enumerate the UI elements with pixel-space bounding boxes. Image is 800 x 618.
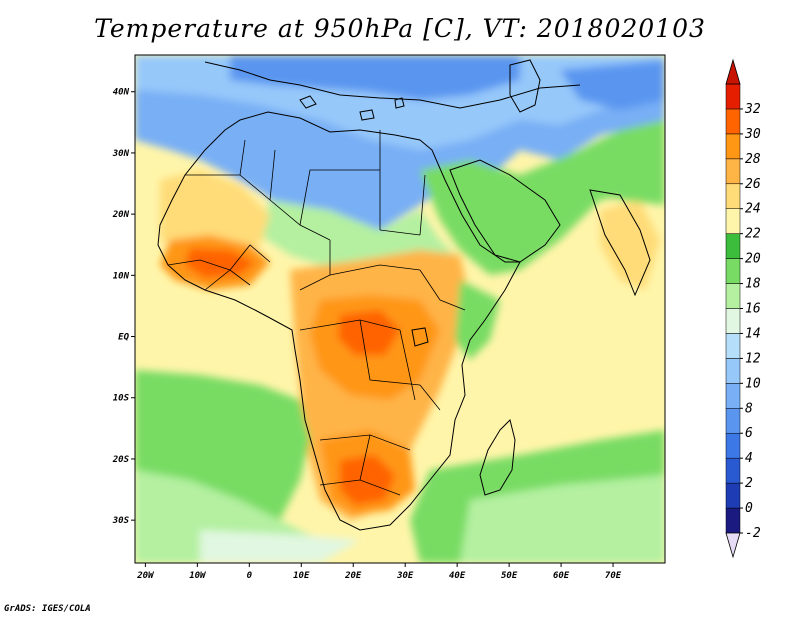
field-west-africa-orange (160, 170, 270, 260)
y-tick-label: 20S (112, 455, 130, 465)
colorbar-swatch (725, 383, 741, 409)
colorbar-swatch (725, 158, 741, 185)
colorbar-label: 22 (745, 227, 761, 242)
colorbar-swatch (725, 83, 741, 110)
x-tick-label: 50E (501, 571, 518, 581)
coastlines-borders (157, 59, 651, 531)
india-coast (589, 189, 651, 297)
field-east-africa-green (455, 280, 500, 360)
colorbar-label: 16 (745, 302, 761, 317)
africa-coastline (157, 111, 521, 531)
madagascar-coast (479, 419, 516, 496)
map-title: Temperature at 950hPa [C], VT: 201802010… (94, 14, 706, 43)
field-southern-ocean-lightgreen (460, 475, 665, 563)
x-tick-label: 10W (189, 571, 207, 581)
axis-ticks: 20W 10W 0 10E 20E 30E 40E 50E 60E 70E 40N 30N 20N 10N… (112, 88, 622, 581)
x-tick-label: 0 (247, 571, 253, 581)
x-tick-label: 20W (136, 571, 155, 581)
footer-credit: GrADS: IGES/COLA (4, 604, 91, 614)
field-tibet-blue (560, 60, 665, 110)
y-tick-label: 20N (112, 210, 130, 220)
colorbar-swatch (725, 507, 741, 534)
field-south-atlantic-pale (200, 530, 360, 563)
colorbar-under-arrow (725, 532, 741, 559)
x-tick-label: 40E (449, 571, 466, 581)
colorbar-swatch (725, 358, 741, 384)
colorbar-label: 24 (745, 202, 761, 217)
temperature-field (135, 55, 665, 563)
colorbar-swatch (725, 408, 741, 434)
colorbar-over-arrow (725, 58, 741, 85)
field-india-green (590, 150, 665, 205)
field-west-africa-hotcore (185, 248, 255, 278)
y-tick-label: 10N (113, 271, 130, 281)
colorbar-swatch (725, 183, 741, 209)
colorbar-label: 10 (745, 376, 761, 391)
colorbar-label: 32 (744, 102, 761, 117)
colorbar-swatch (725, 432, 741, 459)
colorbar-label: 2 (745, 476, 753, 491)
colorbar-label: 12 (745, 351, 761, 366)
colorbar-label: -2 (745, 526, 761, 541)
field-kalahari-core (340, 455, 395, 505)
colorbar-label: 14 (745, 326, 761, 341)
x-tick-label: 60E (553, 571, 570, 581)
national-borders (167, 130, 466, 496)
y-tick-label: 10S (113, 394, 130, 404)
colorbar-label: 0 (745, 501, 753, 516)
field-europe-blue (230, 55, 520, 100)
colorbar-label: 30 (744, 127, 761, 142)
colorbar-swatch (725, 308, 741, 334)
europe-coast (204, 61, 581, 109)
colorbar-swatch (725, 208, 741, 234)
colorbar-swatch (725, 283, 741, 309)
colorbar-label: 6 (745, 426, 753, 441)
colorbar-label: 20 (745, 252, 761, 267)
colorbar-swatch (725, 258, 741, 284)
field-india-orange (600, 200, 660, 290)
y-tick-label: EQ (118, 333, 129, 343)
caspian-coast (509, 59, 541, 113)
colorbar-swatch (725, 333, 741, 359)
x-tick-label: 10E (293, 571, 310, 581)
colorbar-label: 26 (745, 177, 761, 192)
colorbar-swatch (725, 457, 741, 484)
colorbar-swatch (725, 233, 741, 259)
y-tick-label: 40N (113, 88, 130, 98)
x-tick-label: 20E (344, 571, 362, 581)
arabia-coast (449, 159, 561, 263)
mediterranean-islands (299, 95, 405, 121)
x-tick-label: 30E (396, 571, 414, 581)
plot-frame (134, 54, 666, 564)
y-tick-label: 30S (112, 516, 130, 526)
colorbar-label: 28 (745, 152, 761, 167)
y-tick-label: 30N (112, 149, 130, 159)
colorbar-label: 18 (745, 277, 761, 292)
colorbar-swatch (725, 133, 741, 160)
x-tick-label: 70E (605, 571, 622, 581)
colorbar-swatch (725, 482, 741, 509)
colorbar-swatch (725, 108, 741, 135)
colorbar-label: 8 (745, 401, 753, 416)
lake-victoria (411, 327, 429, 347)
colorbar-label: 4 (745, 451, 753, 466)
